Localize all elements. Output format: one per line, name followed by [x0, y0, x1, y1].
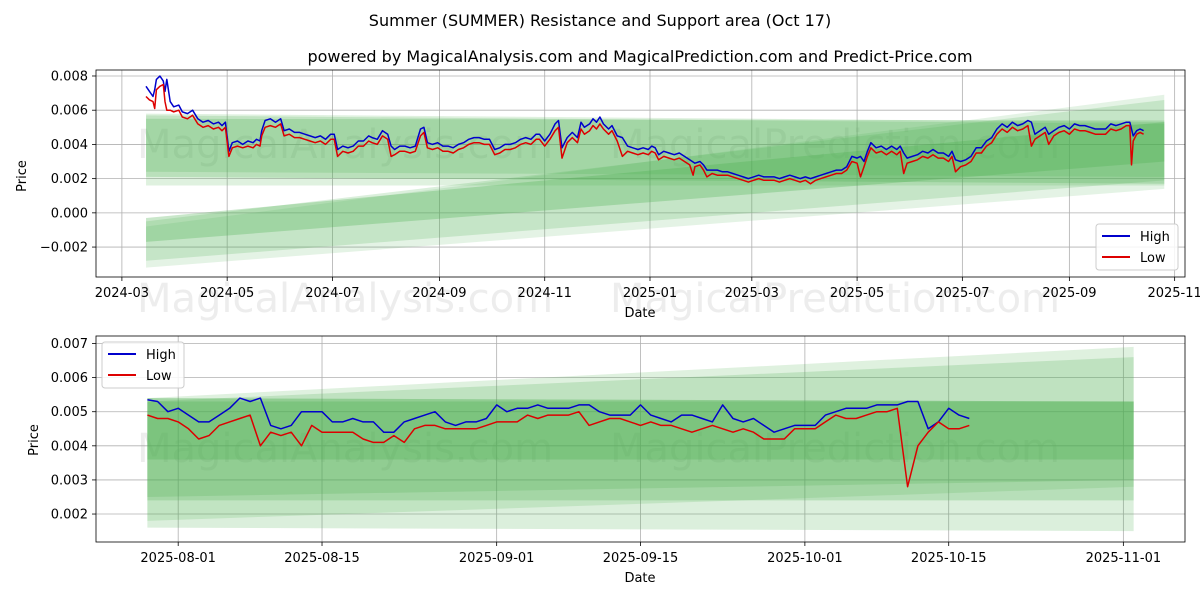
- top-band-1: [146, 115, 1165, 177]
- bottom-x-tick-label: 2025-08-15: [284, 551, 360, 566]
- bottom-x-axis-label: Date: [624, 571, 655, 586]
- top-band-3: [146, 94, 1165, 268]
- watermark-bottom: MagicalAnalysis.com MagicalPrediction.co…: [137, 426, 1060, 472]
- top-y-tick-label: 0.000: [51, 206, 88, 221]
- bottom-band-4: [147, 401, 1134, 460]
- watermark-text-1: MagicalAnalysis.com: [137, 122, 553, 168]
- top-x-tick-label: 2025-05: [830, 286, 884, 301]
- top-x-tick-label: 2025-11: [1147, 286, 1200, 301]
- top-y-tick-label: 0.008: [51, 69, 88, 84]
- bottom-band-3: [147, 357, 1134, 497]
- top-band-5: [146, 122, 1165, 242]
- bottom-y-tick-label: 0.006: [51, 371, 88, 386]
- bottom-x-tick-label: 2025-10-01: [767, 551, 843, 566]
- bottom-y-axis-label: Price: [27, 424, 42, 456]
- top-band-4: [146, 99, 1165, 261]
- bottom-y-tick-label: 0.007: [51, 337, 88, 352]
- bottom-x-tick-label: 2025-08-01: [140, 551, 216, 566]
- watermark-text-2: MagicalPrediction.com: [610, 122, 1060, 168]
- top-series-low-line: [145, 83, 1144, 185]
- top-x-tick-label: 2024-11: [518, 286, 572, 301]
- chart-subtitle: powered by MagicalAnalysis.com and Magic…: [307, 47, 972, 66]
- bottom-y-tick-label: 0.003: [51, 473, 88, 488]
- top-legend-high-label: High: [1140, 230, 1170, 245]
- top-x-tick-label: 2025-03: [725, 286, 779, 301]
- chart-title: Summer (SUMMER) Resistance and Support a…: [369, 11, 831, 30]
- bottom-legend-low-label: Low: [146, 369, 172, 384]
- top-axis-ticks: 2024-03 2024-05 2024-07 2024-09 2024-11 2025-…: [40, 69, 1200, 301]
- top-series-high-line: [145, 75, 1144, 180]
- top-plot-frame: [95, 69, 1186, 278]
- watermark-text-5: MagicalAnalysis.com: [137, 426, 553, 472]
- bottom-band-2: [147, 346, 1134, 521]
- top-legend: High Low: [1095, 223, 1179, 271]
- bottom-axis-ticks: 2025-08-01 2025-08-15 2025-09-01 2025-09-15…: [51, 337, 1161, 566]
- top-x-tick-label: 2024-03: [95, 286, 149, 301]
- bottom-x-tick-label: 2025-10-15: [911, 551, 987, 566]
- top-y-tick-label: 0.006: [51, 104, 88, 119]
- top-y-tick-label: 0.002: [51, 172, 88, 187]
- top-series: [145, 75, 1144, 185]
- top-y-tick-label: 0.004: [51, 138, 88, 153]
- bottom-legend: High Low: [101, 341, 185, 389]
- bottom-legend-high-label: High: [146, 348, 176, 363]
- bottom-series: [147, 397, 970, 488]
- bottom-x-tick-label: 2025-09-15: [603, 551, 679, 566]
- top-band-2: [146, 118, 1165, 184]
- bottom-band-1: [147, 398, 1134, 501]
- top-x-tick-label: 2024-05: [200, 286, 254, 301]
- top-y-tick-label: −0.002: [40, 241, 88, 256]
- top-chart-panel: MagicalAnalysis.com MagicalPrediction.co…: [15, 69, 1200, 322]
- bottom-chart-panel: MagicalAnalysis.com MagicalPrediction.co…: [27, 335, 1186, 586]
- top-x-axis-label: Date: [624, 306, 655, 321]
- bottom-y-tick-label: 0.002: [51, 508, 88, 523]
- bottom-x-tick-label: 2025-09-01: [459, 551, 535, 566]
- top-x-tick-label: 2024-07: [305, 286, 359, 301]
- top-x-tick-label: 2025-01: [623, 286, 677, 301]
- watermark-top: MagicalAnalysis.com MagicalPrediction.co…: [137, 122, 1060, 322]
- bottom-y-tick-label: 0.004: [51, 439, 88, 454]
- top-x-tick-label: 2025-07: [935, 286, 989, 301]
- bottom-support-resistance-bands: [147, 346, 1134, 532]
- bottom-series-low-line: [147, 407, 970, 488]
- top-x-tick-label: 2024-09: [412, 286, 466, 301]
- bottom-grid: [96, 336, 1185, 542]
- bottom-x-tick-label: 2025-11-01: [1086, 551, 1162, 566]
- watermark-text-4: MagicalPrediction.com: [610, 276, 1060, 322]
- top-support-resistance-bands: [146, 94, 1165, 268]
- top-x-tick-label: 2025-09: [1042, 286, 1096, 301]
- watermark-text-3: MagicalAnalysis.com: [137, 276, 553, 322]
- bottom-series-high-line: [147, 397, 970, 433]
- bottom-y-tick-label: 0.005: [51, 405, 88, 420]
- watermark-text-6: MagicalPrediction.com: [610, 426, 1060, 472]
- top-band-0: [146, 113, 1165, 186]
- top-legend-low-label: Low: [1140, 251, 1166, 266]
- top-y-axis-label: Price: [15, 160, 30, 192]
